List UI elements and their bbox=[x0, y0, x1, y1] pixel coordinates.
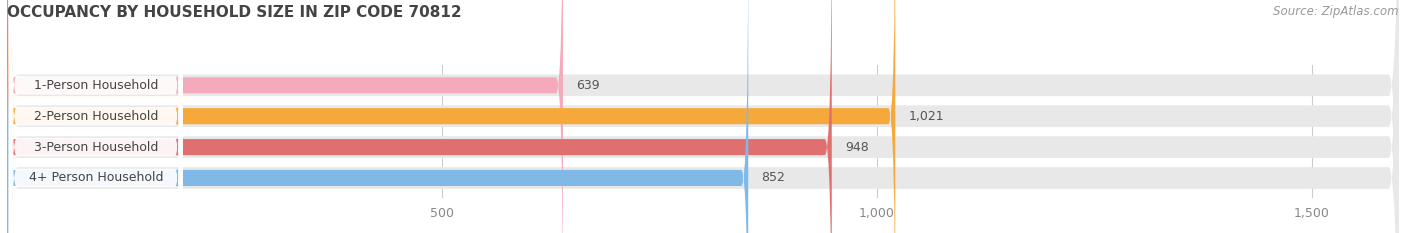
FancyBboxPatch shape bbox=[8, 0, 183, 233]
FancyBboxPatch shape bbox=[8, 0, 183, 233]
FancyBboxPatch shape bbox=[7, 0, 748, 233]
FancyBboxPatch shape bbox=[7, 0, 1399, 233]
FancyBboxPatch shape bbox=[8, 0, 183, 233]
Text: 639: 639 bbox=[576, 79, 599, 92]
FancyBboxPatch shape bbox=[7, 0, 1399, 233]
FancyBboxPatch shape bbox=[7, 0, 1399, 233]
FancyBboxPatch shape bbox=[7, 0, 832, 233]
FancyBboxPatch shape bbox=[7, 0, 562, 233]
Text: 3-Person Household: 3-Person Household bbox=[34, 140, 157, 154]
Text: 4+ Person Household: 4+ Person Household bbox=[28, 171, 163, 185]
Text: 1-Person Household: 1-Person Household bbox=[34, 79, 157, 92]
Text: 1,021: 1,021 bbox=[908, 110, 943, 123]
Text: 852: 852 bbox=[761, 171, 785, 185]
FancyBboxPatch shape bbox=[7, 0, 896, 233]
Text: 948: 948 bbox=[845, 140, 869, 154]
Text: OCCUPANCY BY HOUSEHOLD SIZE IN ZIP CODE 70812: OCCUPANCY BY HOUSEHOLD SIZE IN ZIP CODE … bbox=[7, 5, 461, 20]
FancyBboxPatch shape bbox=[8, 0, 183, 233]
FancyBboxPatch shape bbox=[7, 0, 1399, 233]
Text: Source: ZipAtlas.com: Source: ZipAtlas.com bbox=[1274, 5, 1399, 18]
Text: 2-Person Household: 2-Person Household bbox=[34, 110, 157, 123]
